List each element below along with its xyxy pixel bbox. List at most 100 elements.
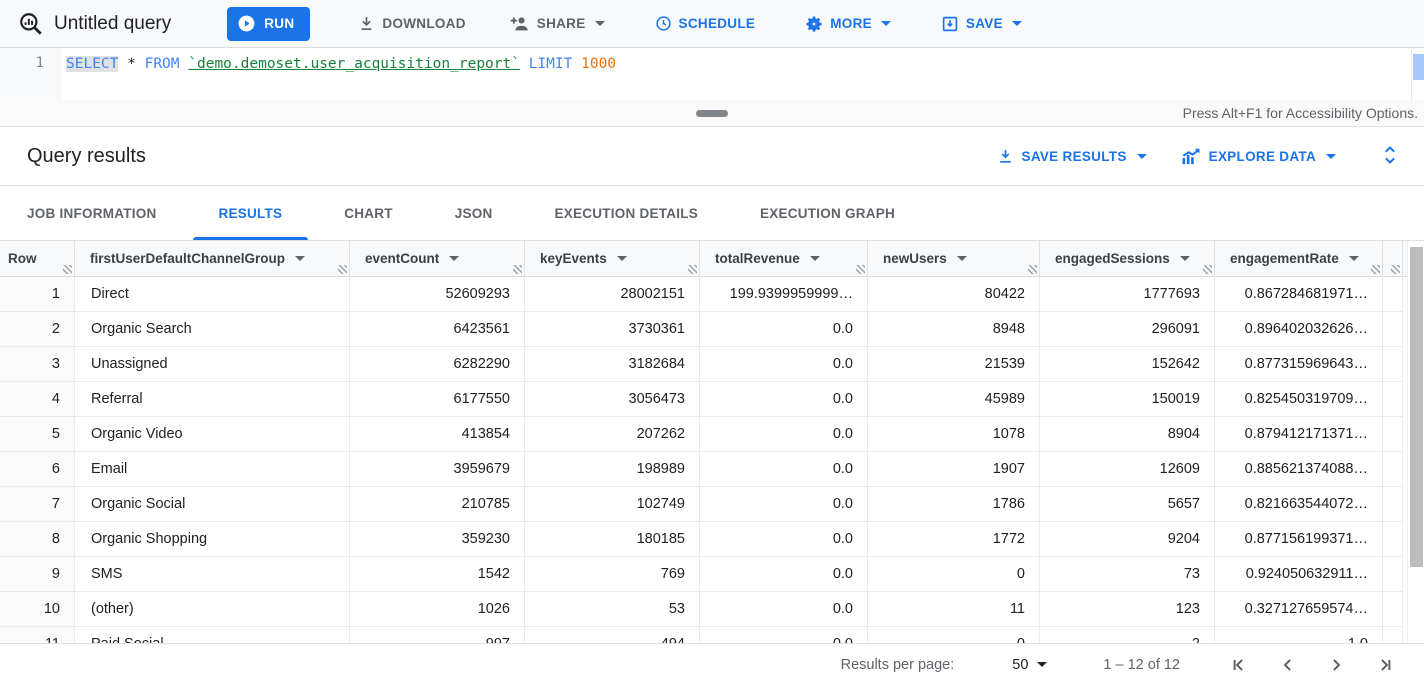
cell-totalrevenue[interactable]: 0.0: [700, 557, 868, 592]
column-resize-handle[interactable]: [688, 265, 697, 274]
column-resize-handle[interactable]: [338, 265, 347, 274]
schedule-button[interactable]: SCHEDULE: [647, 7, 764, 41]
column-menu-caret[interactable]: [1179, 256, 1190, 261]
cell-eventcount[interactable]: 1026: [350, 592, 525, 627]
tab-results[interactable]: RESULTS: [192, 186, 309, 240]
cell-keyevents[interactable]: 198989: [525, 452, 700, 487]
cell-newusers[interactable]: 1078: [868, 417, 1040, 452]
cell-channel[interactable]: Organic Video: [75, 417, 350, 452]
cell-channel[interactable]: (other): [75, 592, 350, 627]
cell-engagedsessions[interactable]: 9204: [1040, 522, 1215, 557]
cell-engagedsessions[interactable]: 296091: [1040, 312, 1215, 347]
cell-newusers[interactable]: 45989: [868, 382, 1040, 417]
cell-totalrevenue[interactable]: 0.0: [700, 417, 868, 452]
cell-channel[interactable]: SMS: [75, 557, 350, 592]
column-header-totalrevenue[interactable]: totalRevenue: [700, 241, 868, 277]
cell-engagementrate[interactable]: 0.924050632911…: [1215, 557, 1383, 592]
cell-engagedsessions[interactable]: 8904: [1040, 417, 1215, 452]
cell-eventcount[interactable]: 997: [350, 627, 525, 643]
cell-channel[interactable]: Email: [75, 452, 350, 487]
cell-engagementrate[interactable]: 0.327127659574…: [1215, 592, 1383, 627]
cell-totalrevenue[interactable]: 0.0: [700, 347, 868, 382]
cell-newusers[interactable]: 1772: [868, 522, 1040, 557]
cell-engagementrate[interactable]: 0.877156199371…: [1215, 522, 1383, 557]
column-header-channel[interactable]: firstUserDefaultChannelGroup: [75, 241, 350, 277]
cell-totalrevenue[interactable]: 0.0: [700, 522, 868, 557]
cell-newusers[interactable]: 1907: [868, 452, 1040, 487]
cell-keyevents[interactable]: 494: [525, 627, 700, 643]
cell-channel[interactable]: Organic Shopping: [75, 522, 350, 557]
tab-json[interactable]: JSON: [454, 205, 493, 221]
next-page-button[interactable]: [1322, 651, 1350, 679]
cell-channel[interactable]: Unassigned: [75, 347, 350, 382]
save-button[interactable]: SAVE: [933, 7, 1030, 41]
cell-newusers[interactable]: 0: [868, 627, 1040, 643]
column-resize-handle[interactable]: [1028, 265, 1037, 274]
cell-engagedsessions[interactable]: 1777693: [1040, 277, 1215, 312]
tab-chart[interactable]: CHART: [344, 205, 393, 221]
cell-totalrevenue[interactable]: 199.9399959999…: [700, 277, 868, 312]
cell-newusers[interactable]: 11: [868, 592, 1040, 627]
splitter-drag-handle[interactable]: [696, 110, 728, 117]
first-page-button[interactable]: [1226, 651, 1254, 679]
cell-channel[interactable]: Organic Search: [75, 312, 350, 347]
last-page-button[interactable]: [1370, 651, 1398, 679]
cell-engagedsessions[interactable]: 12609: [1040, 452, 1215, 487]
cell-engagedsessions[interactable]: 150019: [1040, 382, 1215, 417]
cell-eventcount[interactable]: 210785: [350, 487, 525, 522]
cell-keyevents[interactable]: 180185: [525, 522, 700, 557]
cell-eventcount[interactable]: 413854: [350, 417, 525, 452]
tab-job-information[interactable]: JOB INFORMATION: [27, 205, 157, 221]
cell-keyevents[interactable]: 102749: [525, 487, 700, 522]
cell-eventcount[interactable]: 359230: [350, 522, 525, 557]
sql-table-reference[interactable]: `demo.demoset.user_acquisition_report`: [188, 56, 520, 72]
cell-engagementrate[interactable]: 0.877315969643…: [1215, 347, 1383, 382]
editor-scrollbar[interactable]: [1411, 50, 1424, 100]
cell-engagedsessions[interactable]: 73: [1040, 557, 1215, 592]
column-header-keyevents[interactable]: keyEvents: [525, 241, 700, 277]
download-button[interactable]: DOWNLOAD: [350, 7, 473, 41]
column-header-engagementrate[interactable]: engagementRate: [1215, 241, 1383, 277]
column-menu-caret[interactable]: [295, 256, 306, 261]
cell-engagementrate[interactable]: 1.0: [1215, 627, 1383, 643]
column-resize-handle[interactable]: [63, 265, 72, 274]
column-resize-handle[interactable]: [513, 265, 522, 274]
column-menu-caret[interactable]: [616, 256, 627, 261]
cell-eventcount[interactable]: 6177550: [350, 382, 525, 417]
cell-newusers[interactable]: 21539: [868, 347, 1040, 382]
run-button[interactable]: RUN: [227, 6, 311, 41]
table-scrollbar[interactable]: [1407, 241, 1424, 643]
cell-channel[interactable]: Paid Social: [75, 627, 350, 643]
column-header-row[interactable]: Row: [0, 241, 75, 277]
tab-execution-details[interactable]: EXECUTION DETAILS: [554, 205, 699, 221]
column-menu-caret[interactable]: [1348, 256, 1359, 261]
expand-results-button[interactable]: [1376, 140, 1404, 173]
column-resize-handle[interactable]: [1203, 265, 1212, 274]
cell-totalrevenue[interactable]: 0.0: [700, 627, 868, 643]
cell-eventcount[interactable]: 1542: [350, 557, 525, 592]
save-results-button[interactable]: SAVE RESULTS: [997, 148, 1147, 165]
cell-totalrevenue[interactable]: 0.0: [700, 487, 868, 522]
column-header-engagedsessions[interactable]: engagedSessions: [1040, 241, 1215, 277]
cell-keyevents[interactable]: 3730361: [525, 312, 700, 347]
column-header-newusers[interactable]: newUsers: [868, 241, 1040, 277]
cell-keyevents[interactable]: 3056473: [525, 382, 700, 417]
share-button[interactable]: SHARE: [502, 7, 613, 41]
column-resize-handle[interactable]: [856, 265, 865, 274]
cell-channel[interactable]: Organic Social: [75, 487, 350, 522]
explore-data-button[interactable]: EXPLORE DATA: [1181, 148, 1336, 165]
page-size-select[interactable]: 50: [1012, 657, 1048, 673]
sql-editor[interactable]: 1 SELECT * FROM `demo.demoset.user_acqui…: [0, 48, 1424, 100]
cell-engagementrate[interactable]: 0.896402032626…: [1215, 312, 1383, 347]
cell-keyevents[interactable]: 53: [525, 592, 700, 627]
cell-channel[interactable]: Direct: [75, 277, 350, 312]
cell-newusers[interactable]: 1786: [868, 487, 1040, 522]
cell-newusers[interactable]: 80422: [868, 277, 1040, 312]
cell-engagedsessions[interactable]: 123: [1040, 592, 1215, 627]
cell-newusers[interactable]: 8948: [868, 312, 1040, 347]
column-menu-caret[interactable]: [956, 256, 967, 261]
cell-newusers[interactable]: 0: [868, 557, 1040, 592]
column-menu-caret[interactable]: [449, 256, 460, 261]
cell-keyevents[interactable]: 769: [525, 557, 700, 592]
cell-eventcount[interactable]: 6282290: [350, 347, 525, 382]
